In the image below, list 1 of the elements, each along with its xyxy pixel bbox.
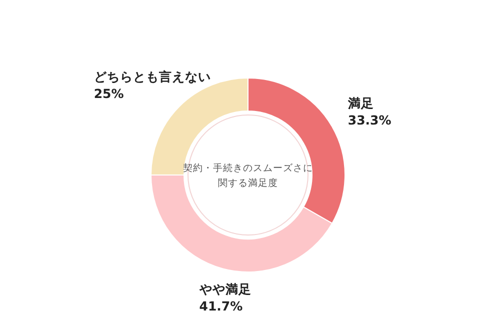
text: 契約・手続きのスムーズさに関する満足度 xyxy=(182,162,314,191)
